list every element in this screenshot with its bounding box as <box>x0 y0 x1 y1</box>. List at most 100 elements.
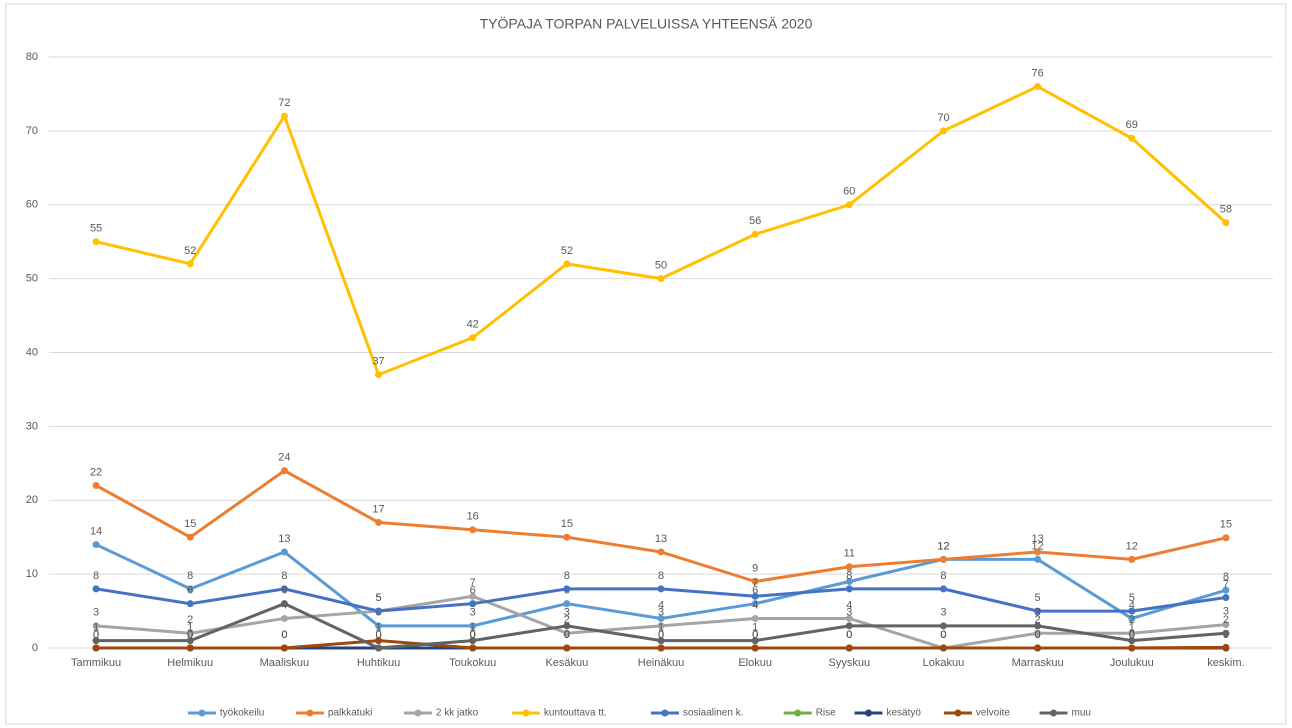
data-label: 0 <box>1129 629 1135 641</box>
legend-label: 2 kk jatko <box>436 708 479 719</box>
point <box>375 371 383 379</box>
point <box>657 548 665 556</box>
data-label: 13 <box>1031 533 1043 545</box>
data-label: 0 <box>187 629 193 641</box>
data-label: 76 <box>1031 67 1043 79</box>
data-label: 0 <box>564 629 570 641</box>
data-label: 50 <box>655 260 667 272</box>
series: 3245723440223 <box>92 577 1230 652</box>
point <box>1034 548 1042 556</box>
data-label: 1 <box>1129 622 1135 634</box>
data-label: 8 <box>187 570 193 582</box>
data-label: 58 <box>1220 204 1232 216</box>
point <box>469 622 477 630</box>
point <box>1128 614 1136 622</box>
data-label: 0 <box>564 629 570 641</box>
data-label: 5 <box>375 592 381 604</box>
legend-label: palkkatuki <box>328 708 372 719</box>
y-tick-label: 70 <box>26 125 38 137</box>
data-label: 12 <box>937 540 949 552</box>
point <box>280 467 288 475</box>
point <box>92 541 100 549</box>
point <box>751 230 759 238</box>
data-label: 8 <box>940 570 946 582</box>
point <box>92 622 100 630</box>
data-label: 0 <box>375 629 381 641</box>
point <box>280 600 288 608</box>
point <box>845 585 853 593</box>
legend-label: muu <box>1072 708 1091 719</box>
data-label: 0 <box>1035 629 1041 641</box>
data-label: 12 <box>1126 540 1138 552</box>
point <box>469 600 477 608</box>
data-label: 0 <box>1035 629 1041 641</box>
data-label: 6 <box>187 585 193 597</box>
x-tick-label: Kesäkuu <box>545 657 588 669</box>
point <box>1128 637 1136 645</box>
point <box>469 592 477 600</box>
point <box>845 614 853 622</box>
data-label: 0 <box>93 629 99 641</box>
data-label: 15 <box>1220 519 1232 531</box>
data-label: 17 <box>372 503 384 515</box>
data-label: 0 <box>93 629 99 641</box>
point <box>939 555 947 563</box>
data-label: 15 <box>561 518 573 530</box>
point <box>280 614 288 622</box>
x-tick-label: Lokakuu <box>923 657 965 669</box>
x-tick-label: Syyskuu <box>829 657 871 669</box>
data-label: 0 <box>658 629 664 641</box>
data-label: 6 <box>281 585 287 597</box>
legend-label: sosiaalinen k. <box>683 708 744 719</box>
data-label: 12 <box>1031 540 1043 552</box>
data-label: 8 <box>1223 571 1229 583</box>
legend-marker <box>1050 709 1057 717</box>
point <box>563 600 571 608</box>
point <box>751 637 759 645</box>
data-label: 2 <box>1223 614 1229 626</box>
point <box>375 622 383 630</box>
point <box>751 578 759 586</box>
point <box>1128 134 1136 142</box>
point <box>280 112 288 120</box>
data-label: 3 <box>1035 607 1041 619</box>
data-label: 3 <box>470 607 476 619</box>
data-label: 2 <box>187 614 193 626</box>
point <box>1128 644 1136 652</box>
data-label: 13 <box>278 533 290 545</box>
data-label: 3 <box>564 607 570 619</box>
data-label: 7 <box>1223 578 1229 590</box>
legend-label: työkokeilu <box>220 708 264 719</box>
data-label: 0 <box>470 629 476 641</box>
y-tick-label: 30 <box>26 420 38 432</box>
data-label: 3 <box>1223 605 1229 617</box>
legend-marker <box>954 709 962 717</box>
x-tick-label: Helmikuu <box>167 657 213 669</box>
data-label: 4 <box>1129 599 1135 611</box>
data-label: 1 <box>375 622 381 634</box>
point <box>186 637 194 645</box>
y-tick-label: 10 <box>26 568 38 580</box>
data-label: 0 <box>470 629 476 641</box>
point <box>1034 555 1042 563</box>
data-label: 0 <box>846 629 852 641</box>
point <box>375 518 383 526</box>
data-label: 0 <box>752 629 758 641</box>
data-label: 3 <box>658 607 664 619</box>
data-label: 24 <box>278 452 290 464</box>
data-label: 60 <box>843 186 855 198</box>
point <box>1222 643 1230 651</box>
legend-label: kuntouttava tt. <box>544 708 607 719</box>
point <box>186 585 194 593</box>
x-tick-label: Tammikuu <box>71 657 121 669</box>
point <box>845 563 853 571</box>
chart-border <box>5 3 1287 725</box>
point <box>1034 622 1042 630</box>
point <box>657 585 665 593</box>
data-label: 9 <box>752 562 758 574</box>
data-label: 6 <box>470 585 476 597</box>
